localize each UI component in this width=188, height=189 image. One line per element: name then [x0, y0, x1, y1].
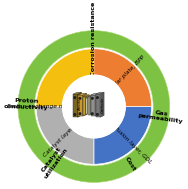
Polygon shape [100, 92, 104, 117]
Text: Proton exchange membrane: Proton exchange membrane [7, 104, 91, 109]
Wedge shape [18, 31, 170, 182]
Text: Corrosion resistance: Corrosion resistance [91, 2, 96, 76]
Polygon shape [88, 95, 94, 97]
Wedge shape [94, 49, 152, 107]
Text: Catalyst
utilization: Catalyst utilization [39, 143, 69, 179]
Text: Bipolar plate, BPP: Bipolar plate, BPP [105, 55, 146, 95]
Bar [91, 95, 95, 116]
Text: Anode: Anode [79, 99, 83, 111]
Circle shape [62, 75, 125, 138]
Bar [73, 94, 78, 117]
Bar [78, 95, 83, 116]
Polygon shape [96, 92, 104, 94]
Circle shape [79, 113, 81, 115]
Wedge shape [36, 107, 94, 164]
Bar [88, 97, 90, 115]
Circle shape [79, 98, 81, 99]
Circle shape [97, 114, 98, 115]
Wedge shape [94, 107, 152, 164]
Wedge shape [36, 49, 94, 164]
Polygon shape [78, 93, 87, 95]
Text: Cathode: Cathode [101, 97, 105, 113]
Text: Cost: Cost [123, 156, 136, 172]
Bar [96, 94, 100, 117]
Bar [86, 98, 88, 114]
Circle shape [92, 98, 93, 99]
Polygon shape [91, 93, 99, 95]
Polygon shape [90, 95, 94, 115]
Circle shape [74, 114, 76, 115]
Polygon shape [78, 92, 81, 117]
Circle shape [92, 113, 93, 115]
Polygon shape [86, 95, 89, 115]
Polygon shape [83, 95, 89, 97]
Polygon shape [83, 93, 87, 116]
Polygon shape [95, 93, 99, 116]
Text: Gas diffusion layer, GDL: Gas diffusion layer, GDL [99, 111, 152, 165]
Polygon shape [73, 92, 81, 94]
Polygon shape [88, 96, 91, 114]
Circle shape [97, 97, 98, 98]
Text: Proton
conductivity: Proton conductivity [4, 98, 49, 110]
Circle shape [74, 97, 76, 98]
Bar [83, 97, 86, 115]
Text: Catalyst layer, CL: Catalyst layer, CL [42, 118, 82, 158]
Polygon shape [86, 96, 91, 98]
Text: Gas
permeability: Gas permeability [138, 107, 184, 124]
